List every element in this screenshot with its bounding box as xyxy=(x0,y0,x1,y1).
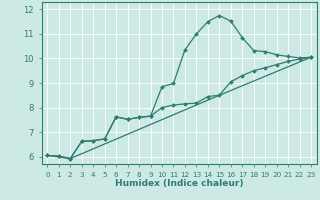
X-axis label: Humidex (Indice chaleur): Humidex (Indice chaleur) xyxy=(115,179,244,188)
